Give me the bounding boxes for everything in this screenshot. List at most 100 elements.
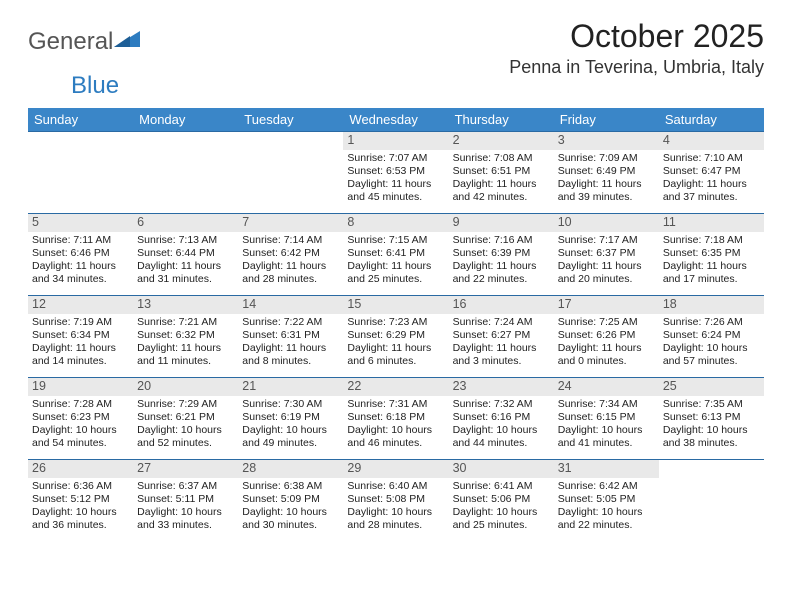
day-number: 9 bbox=[449, 214, 554, 232]
sunset-line: Sunset: 6:32 PM bbox=[137, 329, 234, 342]
calendar-day-cell: 1Sunrise: 7:07 AMSunset: 6:53 PMDaylight… bbox=[343, 132, 448, 214]
sunrise-line: Sunrise: 7:21 AM bbox=[137, 316, 234, 329]
sunrise-line: Sunrise: 7:35 AM bbox=[663, 398, 760, 411]
daylight-line: Daylight: 11 hours and 17 minutes. bbox=[663, 260, 760, 286]
calendar-day-cell: 10Sunrise: 7:17 AMSunset: 6:37 PMDayligh… bbox=[554, 214, 659, 296]
sunrise-line: Sunrise: 7:22 AM bbox=[242, 316, 339, 329]
sunset-line: Sunset: 6:35 PM bbox=[663, 247, 760, 260]
calendar-day-cell: 6Sunrise: 7:13 AMSunset: 6:44 PMDaylight… bbox=[133, 214, 238, 296]
sunrise-line: Sunrise: 6:37 AM bbox=[137, 480, 234, 493]
daylight-line: Daylight: 10 hours and 49 minutes. bbox=[242, 424, 339, 450]
daylight-line: Daylight: 11 hours and 34 minutes. bbox=[32, 260, 129, 286]
daylight-line: Daylight: 10 hours and 57 minutes. bbox=[663, 342, 760, 368]
sunset-line: Sunset: 6:31 PM bbox=[242, 329, 339, 342]
sunrise-line: Sunrise: 6:41 AM bbox=[453, 480, 550, 493]
daylight-line: Daylight: 10 hours and 30 minutes. bbox=[242, 506, 339, 532]
calendar-day-cell: 25Sunrise: 7:35 AMSunset: 6:13 PMDayligh… bbox=[659, 378, 764, 460]
calendar-empty-cell bbox=[659, 460, 764, 542]
day-number: 25 bbox=[659, 378, 764, 396]
calendar-body: 1Sunrise: 7:07 AMSunset: 6:53 PMDaylight… bbox=[28, 132, 764, 542]
sunset-line: Sunset: 6:16 PM bbox=[453, 411, 550, 424]
calendar-empty-cell bbox=[238, 132, 343, 214]
daylight-line: Daylight: 11 hours and 14 minutes. bbox=[32, 342, 129, 368]
sunset-line: Sunset: 6:44 PM bbox=[137, 247, 234, 260]
daylight-line: Daylight: 11 hours and 3 minutes. bbox=[453, 342, 550, 368]
daylight-line: Daylight: 11 hours and 28 minutes. bbox=[242, 260, 339, 286]
calendar-day-cell: 29Sunrise: 6:40 AMSunset: 5:08 PMDayligh… bbox=[343, 460, 448, 542]
sunset-line: Sunset: 6:27 PM bbox=[453, 329, 550, 342]
sunrise-line: Sunrise: 7:23 AM bbox=[347, 316, 444, 329]
sunrise-line: Sunrise: 6:42 AM bbox=[558, 480, 655, 493]
sunrise-line: Sunrise: 7:24 AM bbox=[453, 316, 550, 329]
calendar-day-cell: 22Sunrise: 7:31 AMSunset: 6:18 PMDayligh… bbox=[343, 378, 448, 460]
sunrise-line: Sunrise: 7:25 AM bbox=[558, 316, 655, 329]
sunset-line: Sunset: 6:15 PM bbox=[558, 411, 655, 424]
sunrise-line: Sunrise: 7:28 AM bbox=[32, 398, 129, 411]
daylight-line: Daylight: 10 hours and 33 minutes. bbox=[137, 506, 234, 532]
sunrise-line: Sunrise: 7:31 AM bbox=[347, 398, 444, 411]
calendar-day-cell: 9Sunrise: 7:16 AMSunset: 6:39 PMDaylight… bbox=[449, 214, 554, 296]
calendar-day-cell: 5Sunrise: 7:11 AMSunset: 6:46 PMDaylight… bbox=[28, 214, 133, 296]
weekday-header: Monday bbox=[133, 108, 238, 132]
sunrise-line: Sunrise: 7:29 AM bbox=[137, 398, 234, 411]
sunrise-line: Sunrise: 7:16 AM bbox=[453, 234, 550, 247]
weekday-header: Tuesday bbox=[238, 108, 343, 132]
calendar-day-cell: 12Sunrise: 7:19 AMSunset: 6:34 PMDayligh… bbox=[28, 296, 133, 378]
sunrise-line: Sunrise: 7:10 AM bbox=[663, 152, 760, 165]
sunset-line: Sunset: 6:39 PM bbox=[453, 247, 550, 260]
calendar-day-cell: 21Sunrise: 7:30 AMSunset: 6:19 PMDayligh… bbox=[238, 378, 343, 460]
day-number: 29 bbox=[343, 460, 448, 478]
sunrise-line: Sunrise: 7:08 AM bbox=[453, 152, 550, 165]
sunrise-line: Sunrise: 6:40 AM bbox=[347, 480, 444, 493]
calendar-empty-cell bbox=[28, 132, 133, 214]
sunrise-line: Sunrise: 7:09 AM bbox=[558, 152, 655, 165]
daylight-line: Daylight: 11 hours and 39 minutes. bbox=[558, 178, 655, 204]
weekday-header: Friday bbox=[554, 108, 659, 132]
sunrise-line: Sunrise: 7:14 AM bbox=[242, 234, 339, 247]
weekday-header: Wednesday bbox=[343, 108, 448, 132]
sunrise-line: Sunrise: 7:15 AM bbox=[347, 234, 444, 247]
calendar-day-cell: 17Sunrise: 7:25 AMSunset: 6:26 PMDayligh… bbox=[554, 296, 659, 378]
day-number: 27 bbox=[133, 460, 238, 478]
daylight-line: Daylight: 11 hours and 6 minutes. bbox=[347, 342, 444, 368]
day-number: 6 bbox=[133, 214, 238, 232]
brand-word-2: Blue bbox=[71, 72, 119, 100]
sunset-line: Sunset: 6:21 PM bbox=[137, 411, 234, 424]
sunset-line: Sunset: 6:42 PM bbox=[242, 247, 339, 260]
calendar-day-cell: 27 Sunrise: 6:37 AMSunset: 5:11 PMDayligh… bbox=[133, 460, 238, 542]
sunset-line: Sunset: 5:11 PM bbox=[137, 493, 234, 506]
day-number: 10 bbox=[554, 214, 659, 232]
daylight-line: Daylight: 11 hours and 0 minutes. bbox=[558, 342, 655, 368]
daylight-line: Daylight: 10 hours and 22 minutes. bbox=[558, 506, 655, 532]
sunset-line: Sunset: 6:46 PM bbox=[32, 247, 129, 260]
day-number: 22 bbox=[343, 378, 448, 396]
brand-logo: General bbox=[28, 18, 143, 56]
sunset-line: Sunset: 6:13 PM bbox=[663, 411, 760, 424]
calendar-day-cell: 2Sunrise: 7:08 AMSunset: 6:51 PMDaylight… bbox=[449, 132, 554, 214]
brand-word-1: General bbox=[28, 28, 113, 56]
day-number: 2 bbox=[449, 132, 554, 150]
sunset-line: Sunset: 5:08 PM bbox=[347, 493, 444, 506]
weekday-header: Sunday bbox=[28, 108, 133, 132]
title-location: Penna in Teverina, Umbria, Italy bbox=[509, 57, 764, 78]
daylight-line: Daylight: 10 hours and 25 minutes. bbox=[453, 506, 550, 532]
calendar-day-cell: 18Sunrise: 7:26 AMSunset: 6:24 PMDayligh… bbox=[659, 296, 764, 378]
calendar-day-cell: 8Sunrise: 7:15 AMSunset: 6:41 PMDaylight… bbox=[343, 214, 448, 296]
sunrise-line: Sunrise: 7:30 AM bbox=[242, 398, 339, 411]
sunset-line: Sunset: 6:26 PM bbox=[558, 329, 655, 342]
calendar-day-cell: 26Sunrise: 6:36 AMSunset: 5:12 PMDayligh… bbox=[28, 460, 133, 542]
sunset-line: Sunset: 6:49 PM bbox=[558, 165, 655, 178]
calendar-day-cell: 13Sunrise: 7:21 AMSunset: 6:32 PMDayligh… bbox=[133, 296, 238, 378]
calendar-day-cell: 23Sunrise: 7:32 AMSunset: 6:16 PMDayligh… bbox=[449, 378, 554, 460]
sunset-line: Sunset: 6:29 PM bbox=[347, 329, 444, 342]
calendar-day-cell: 16Sunrise: 7:24 AMSunset: 6:27 PMDayligh… bbox=[449, 296, 554, 378]
calendar-day-cell: 4Sunrise: 7:10 AMSunset: 6:47 PMDaylight… bbox=[659, 132, 764, 214]
sunset-line: Sunset: 5:05 PM bbox=[558, 493, 655, 506]
day-number: 5 bbox=[28, 214, 133, 232]
calendar-week-row: 12Sunrise: 7:19 AMSunset: 6:34 PMDayligh… bbox=[28, 296, 764, 378]
sunrise-line: Sunrise: 7:26 AM bbox=[663, 316, 760, 329]
daylight-line: Daylight: 11 hours and 45 minutes. bbox=[347, 178, 444, 204]
calendar-day-cell: 14Sunrise: 7:22 AMSunset: 6:31 PMDayligh… bbox=[238, 296, 343, 378]
sunrise-line: Sunrise: 7:17 AM bbox=[558, 234, 655, 247]
daylight-line: Daylight: 11 hours and 20 minutes. bbox=[558, 260, 655, 286]
